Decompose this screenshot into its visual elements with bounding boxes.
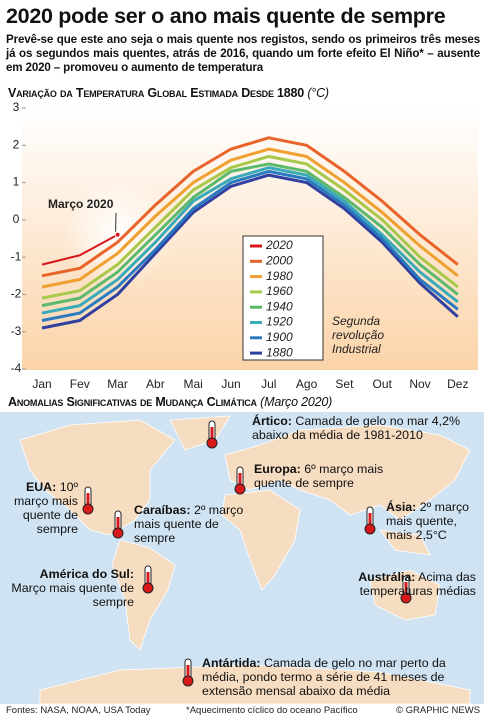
series-line <box>41 233 119 266</box>
chart-title: Variação da Temperatura Global Estimada … <box>8 86 305 100</box>
thermometer-bulb <box>142 582 154 594</box>
thermometer-bulb <box>400 592 412 604</box>
x-tick-label: Fev <box>70 377 90 391</box>
thermometer-bulb <box>112 527 124 539</box>
x-tick-label: Set <box>335 377 354 391</box>
region-text: 10º março mais quente de sempre <box>13 480 78 536</box>
series-line <box>41 136 459 278</box>
y-tick-label: -1 <box>11 249 22 263</box>
x-tick-label: Abr <box>146 377 165 391</box>
legend-label: 1980 <box>266 269 293 283</box>
region-note: Caraíbas: 2º março mais quente de sempre <box>134 503 252 545</box>
thermometer-bulb <box>234 483 246 495</box>
region-note: Antártida: Camada de gelo no mar perto d… <box>202 656 478 698</box>
thermometer-bulb <box>206 437 218 449</box>
region-text: 2º março mais quente, mais 2,5°C <box>386 500 470 542</box>
y-tick-label: 3 <box>13 100 20 114</box>
legend-label: 1880 <box>266 345 293 359</box>
sources: Fontes: NASA, NOAA, USA Today <box>6 705 151 716</box>
x-tick-label: Jul <box>261 377 276 391</box>
region-text: Camada de gelo no mar 4,2% abaixo da méd… <box>252 414 461 442</box>
region-name: Antártida: <box>202 656 261 670</box>
thermometer-fill <box>368 513 372 527</box>
legend-label: 1900 <box>266 330 293 344</box>
x-tick-label: Mar <box>107 377 128 391</box>
region-name: Ásia: <box>386 500 417 514</box>
y-tick-label: -4 <box>11 361 22 375</box>
x-tick-label: Mai <box>184 377 203 391</box>
thermometer-fill <box>186 665 190 679</box>
series-line <box>41 154 459 300</box>
y-tick-label: 2 <box>13 137 20 151</box>
series-line <box>41 162 459 308</box>
thermometer-fill <box>210 427 214 441</box>
thermometer-fill <box>116 517 120 531</box>
region-name: Ártico: <box>252 414 292 428</box>
region-name: América do Sul: <box>39 567 134 581</box>
x-tick-label: Jan <box>32 377 51 391</box>
region-name: EUA: <box>25 480 57 494</box>
series-line <box>41 173 459 330</box>
thermometer-bulb <box>364 523 376 535</box>
map-title: Anomalias Significativas de Mudança Clim… <box>8 395 257 409</box>
region-text: Março mais quente de sempre <box>11 581 134 609</box>
annotation: Março 2020 <box>48 197 114 211</box>
legend-label: 2020 <box>265 238 293 252</box>
y-tick-label: -2 <box>11 287 22 301</box>
legend-label: 1940 <box>266 299 293 313</box>
x-tick-label: Dez <box>447 377 468 391</box>
x-tick-label: Jun <box>221 377 240 391</box>
legend-label: 1960 <box>266 284 293 298</box>
chart-heading: Variação da Temperatura Global Estimada … <box>8 86 329 100</box>
legend-label: 2000 <box>265 253 293 267</box>
region-note: EUA: 10º março mais quente de sempre <box>6 480 78 536</box>
thermometer-fill <box>404 582 408 596</box>
marker <box>114 231 121 238</box>
region-name: Europa: <box>254 462 301 476</box>
thermometer-bulb <box>182 675 194 687</box>
region-note: América do Sul: Março mais quente de sem… <box>6 567 134 609</box>
region-note: Europa: 6º março mais quente de sempre <box>254 462 386 490</box>
region-name: Austrália: <box>358 570 416 584</box>
annotation: Segunda <box>332 314 380 328</box>
region-text: Camada de gelo no mar perto da média, po… <box>202 656 446 698</box>
y-tick-label: 1 <box>13 175 20 189</box>
region-text: 6º março mais quente de sempre <box>254 462 384 490</box>
y-label: (°C) <box>307 86 329 100</box>
thermometer-fill <box>146 572 150 586</box>
region-note: Ártico: Camada de gelo no mar 4,2% abaix… <box>252 414 482 442</box>
map-subtitle: (Março 2020) <box>260 395 333 409</box>
series-line <box>41 147 459 289</box>
footnote: *Aquecimento cíclico do oceano Pacífico <box>186 705 358 716</box>
map-heading: Anomalias Significativas de Mudança Clim… <box>8 395 332 409</box>
subtitle: Prevê-se que este ano seja o mais quente… <box>6 33 480 74</box>
x-tick-label: Nov <box>409 377 430 391</box>
title: 2020 pode ser o ano mais quente de sempr… <box>6 4 446 28</box>
region-text: 2º março mais quente de sempre <box>134 503 244 545</box>
x-tick-label: Out <box>373 377 393 391</box>
land <box>19 415 471 705</box>
credit: © GRAPHIC NEWS <box>396 705 481 716</box>
region-note: Austrália: Acima das temperaturas médias <box>336 570 476 598</box>
x-tick-label: Ago <box>296 377 318 391</box>
annotation: Industrial <box>332 342 381 356</box>
region-name: Caraíbas: <box>134 503 191 517</box>
legend-box <box>242 235 324 361</box>
y-tick-label: 0 <box>13 212 20 226</box>
thermometer-fill <box>238 473 242 487</box>
region-note: Ásia: 2º março mais quente, mais 2,5°C <box>386 500 478 542</box>
series-line <box>41 169 459 323</box>
annotation: revolução <box>332 328 384 342</box>
region-text: Acima das temperaturas médias <box>359 570 476 598</box>
y-tick-label: -3 <box>11 324 22 338</box>
thermometer-fill <box>86 493 90 507</box>
legend-label: 1920 <box>266 315 293 329</box>
thermometer-bulb <box>82 503 94 515</box>
series-line <box>41 166 459 315</box>
